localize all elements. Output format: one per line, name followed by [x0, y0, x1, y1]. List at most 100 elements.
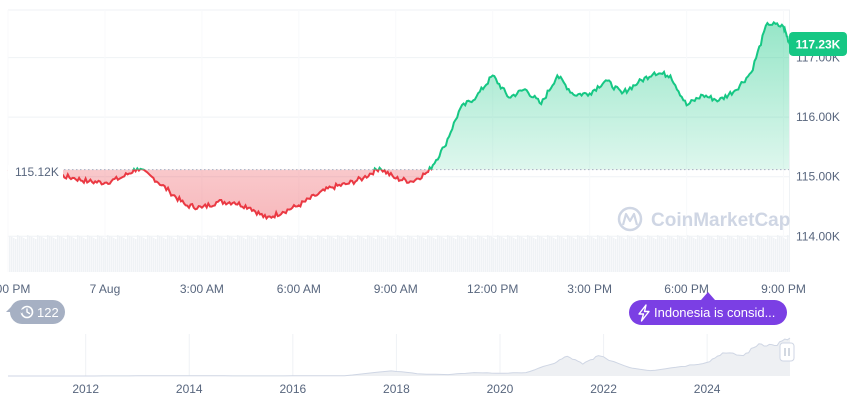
reference-label: 115.12K [8, 163, 63, 181]
volume-bar [581, 237, 583, 272]
news-badge-pointer [701, 292, 715, 300]
news-badge[interactable]: Indonesia is consid... [629, 292, 787, 325]
volume-bar [303, 238, 305, 272]
volume-bar [95, 239, 97, 272]
volume-bar [735, 239, 737, 272]
volume-bar [713, 238, 715, 272]
volume-bar [773, 238, 775, 272]
volume-bar [365, 239, 367, 272]
volume-bar [441, 237, 443, 272]
volume-bar [525, 239, 527, 272]
volume-bar [705, 239, 707, 272]
volume-bar [515, 239, 517, 272]
volume-bar [499, 236, 501, 272]
news-badge-bg[interactable] [629, 300, 787, 325]
volume-bar [79, 236, 81, 272]
volume-bar [685, 239, 687, 272]
volume-bar [129, 236, 131, 272]
volume-bar [267, 235, 269, 272]
navigator-handle-bg[interactable] [779, 342, 795, 362]
volume-bar [355, 239, 357, 272]
price-line-below-reference [7, 169, 433, 221]
volume-bar [63, 238, 65, 272]
volume-bar [53, 238, 55, 272]
volume-bar [411, 237, 413, 272]
history-badge-bg[interactable] [10, 300, 65, 324]
volume-bar [289, 236, 291, 272]
volume-bar [399, 236, 401, 272]
history-badge[interactable]: 122 [6, 300, 65, 324]
volume-bar [241, 237, 243, 272]
volume-bar [193, 238, 195, 272]
volume-bar [341, 237, 343, 272]
volume-bar [125, 239, 127, 272]
volume-bar [491, 237, 493, 272]
volume-bar [277, 235, 279, 272]
volume-bar [297, 235, 299, 272]
volume-bar [415, 239, 417, 272]
volume-bar [703, 238, 705, 272]
volume-bar [335, 239, 337, 272]
volume-bar [373, 238, 375, 272]
volume-bar [569, 236, 571, 272]
x-tick-label: 7 Aug [90, 282, 121, 296]
volume-bar [757, 235, 759, 272]
volume-bar [209, 236, 211, 272]
volume-bar [717, 235, 719, 272]
volume-bar [631, 237, 633, 272]
volume-bar [51, 237, 53, 272]
volume-bar [43, 238, 45, 272]
volume-bar [73, 238, 75, 272]
volume-bar [183, 238, 185, 272]
volume-bar [329, 236, 331, 272]
volume-bar [615, 239, 617, 272]
watermark-text: CoinMarketCap [651, 210, 790, 231]
volume-bar [231, 237, 233, 272]
volume-bar [381, 237, 383, 272]
overview-navigator[interactable]: 2012 2014 2016 2018 2020 2022 2024 [8, 332, 795, 396]
volume-bar [695, 239, 697, 272]
volume-bar [307, 235, 309, 272]
volume-bar [471, 237, 473, 272]
volume-bar [49, 236, 51, 272]
volume-bar [77, 235, 79, 272]
volume-bar [195, 239, 197, 272]
volume-bar [339, 236, 341, 272]
volume-bar [711, 237, 713, 272]
volume-bar [283, 238, 285, 272]
volume-bar [787, 235, 789, 272]
volume-bar [427, 235, 429, 272]
volume-bar [119, 236, 121, 272]
volume-bar [279, 236, 281, 272]
volume-bar [191, 237, 193, 272]
volume-bar [467, 235, 469, 272]
volume-bar [655, 239, 657, 272]
volume-bar [107, 235, 109, 272]
volume-bar [749, 236, 751, 272]
volume-bar [115, 239, 117, 272]
volume-bar [171, 237, 173, 272]
volume-bar [681, 237, 683, 272]
volume-bar [319, 236, 321, 272]
volume-bar [47, 235, 49, 272]
volume-bar [649, 236, 651, 272]
volume-bar [719, 236, 721, 272]
volume-bar [445, 239, 447, 272]
volume-bar [27, 235, 29, 272]
volume-bar [265, 239, 267, 272]
volume-bar [71, 237, 73, 272]
volume-bar [407, 235, 409, 272]
volume-bar [369, 236, 371, 272]
volume-bar [563, 238, 565, 272]
volume-bar [375, 239, 377, 272]
volume-bar [309, 236, 311, 272]
volume-bar [507, 235, 509, 272]
volume-bar [131, 237, 133, 272]
volume-bar [761, 237, 763, 272]
volume-bar [257, 235, 259, 272]
volume-bar [147, 235, 149, 272]
volume-bar [595, 239, 597, 272]
volume-bar [639, 236, 641, 272]
navigator-handle[interactable] [779, 342, 795, 362]
volume-bar [439, 236, 441, 272]
